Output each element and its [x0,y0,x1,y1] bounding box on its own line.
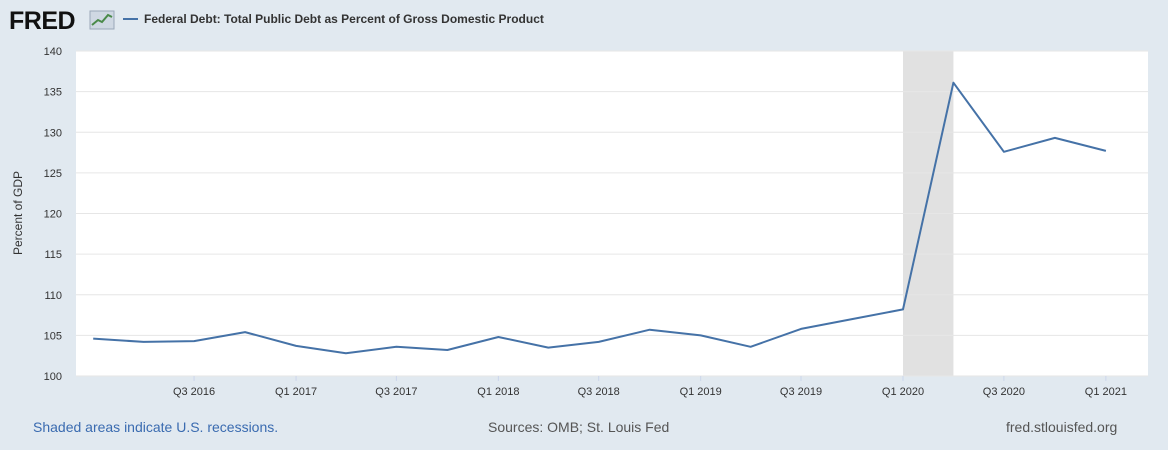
x-tick-label: Q1 2018 [477,386,519,398]
x-tick-label: Q1 2019 [680,386,722,398]
y-tick-label: 130 [44,127,62,139]
y-tick-label: 120 [44,209,62,221]
data-point[interactable] [544,344,552,352]
data-point[interactable] [89,335,97,343]
x-tick-label: Q3 2016 [173,386,215,398]
series-layer [89,79,1110,357]
data-point[interactable] [747,343,755,351]
y-tick-label: 140 [44,46,62,58]
x-tick-label: Q3 2019 [780,386,822,398]
data-point[interactable] [342,349,350,357]
y-tick-label: 125 [44,168,62,180]
data-point[interactable] [646,326,654,334]
legend-series-label[interactable]: Federal Debt: Total Public Debt as Perce… [144,12,544,26]
chart-header: FRED Federal Debt: Total Public Debt as … [0,0,1168,40]
data-point[interactable] [797,325,805,333]
data-point[interactable] [595,338,603,346]
data-point[interactable] [190,337,198,345]
x-tick-label: Q3 2020 [983,386,1025,398]
site-url: fred.stlouisfed.org [1006,419,1118,435]
y-tick-label: 135 [44,87,62,99]
data-point[interactable] [494,333,502,341]
data-point[interactable] [241,328,249,336]
data-point[interactable] [1000,148,1008,156]
data-point[interactable] [140,338,148,346]
data-point[interactable] [1102,147,1110,155]
y-tick-label: 105 [44,330,62,342]
data-point[interactable] [292,342,300,350]
x-tick-label: Q3 2017 [375,386,417,398]
graph-logo-icon [89,10,115,30]
legend-line-swatch [123,18,138,20]
data-point[interactable] [899,305,907,313]
series-line[interactable] [93,81,1107,355]
x-tick-label: Q1 2021 [1085,386,1127,398]
y-axis-label: Percent of GDP [11,171,25,255]
y-tick-label: 115 [44,249,62,261]
gridlines [76,50,1148,377]
x-axis-ticks: Q3 2016 Q1 2017 Q3 2017 Q1 2018 Q3 2018 Q1 20… [173,376,1127,398]
sources-text: Sources: OMB; St. Louis Fed [488,419,670,435]
x-tick-label: Q1 2017 [275,386,317,398]
fred-logo[interactable]: FRED [9,7,76,35]
data-point[interactable] [848,315,856,323]
data-point[interactable] [443,346,451,354]
recession-note-link[interactable]: Shaded areas indicate U.S. recessions. [33,419,279,435]
y-tick-label: 100 [44,371,62,383]
x-tick-label: Q1 2020 [882,386,924,398]
y-axis-ticks: 100 105 110 115 120 125 130 135 140 [44,46,62,383]
data-point[interactable] [1051,134,1059,142]
data-point[interactable] [949,79,957,87]
data-point[interactable] [697,331,705,339]
y-tick-label: 110 [44,290,62,302]
x-tick-label: Q3 2018 [578,386,620,398]
data-point[interactable] [392,343,400,351]
